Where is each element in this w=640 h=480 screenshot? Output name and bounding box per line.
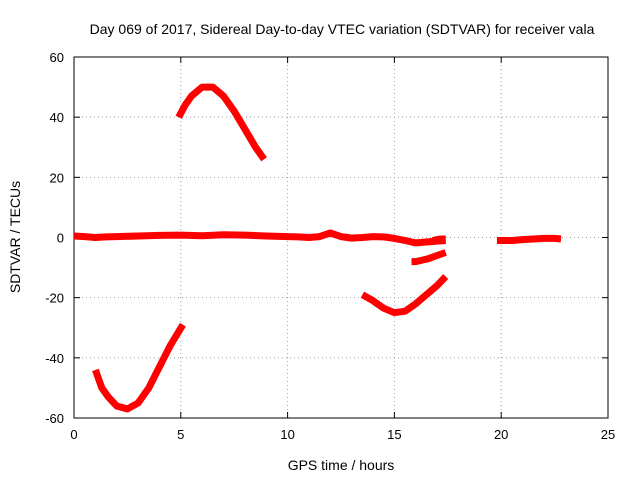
y-tick-label: 20	[50, 170, 64, 185]
x-tick-label: 5	[177, 427, 184, 442]
series-line-arc-high-peak	[175, 83, 267, 162]
x-axis-label: GPS time / hours	[288, 457, 395, 473]
data-series	[73, 83, 562, 413]
x-tick-label: 10	[280, 427, 294, 442]
x-tick-label: 0	[70, 427, 77, 442]
y-axis-label: SDTVAR / TECUs	[7, 181, 23, 293]
x-tick-label: 25	[601, 427, 615, 442]
y-tick-label: 60	[50, 50, 64, 65]
y-tick-label: 0	[57, 231, 64, 246]
series-line-arc-main-flat	[73, 229, 446, 247]
series-line-arc-dip-15h	[360, 274, 449, 317]
chart-title: Day 069 of 2017, Sidereal Day-to-day VTE…	[90, 21, 595, 37]
x-tick-label: 15	[387, 427, 401, 442]
series-line-arc-segment-a	[432, 235, 446, 244]
y-tick-label: -60	[45, 411, 64, 426]
y-tick-label: -40	[45, 351, 64, 366]
x-tick-label: 20	[494, 427, 508, 442]
series-line-arc-short-16h	[411, 249, 447, 266]
series-line-arc-late	[496, 234, 562, 244]
series-line-arc-low-trough	[92, 322, 186, 413]
axis-ticks: 0 5 10 15 20 25 -60 -40 -20 0 20 40 60	[45, 50, 615, 442]
y-tick-label: 40	[50, 110, 64, 125]
y-tick-label: -20	[45, 291, 64, 306]
